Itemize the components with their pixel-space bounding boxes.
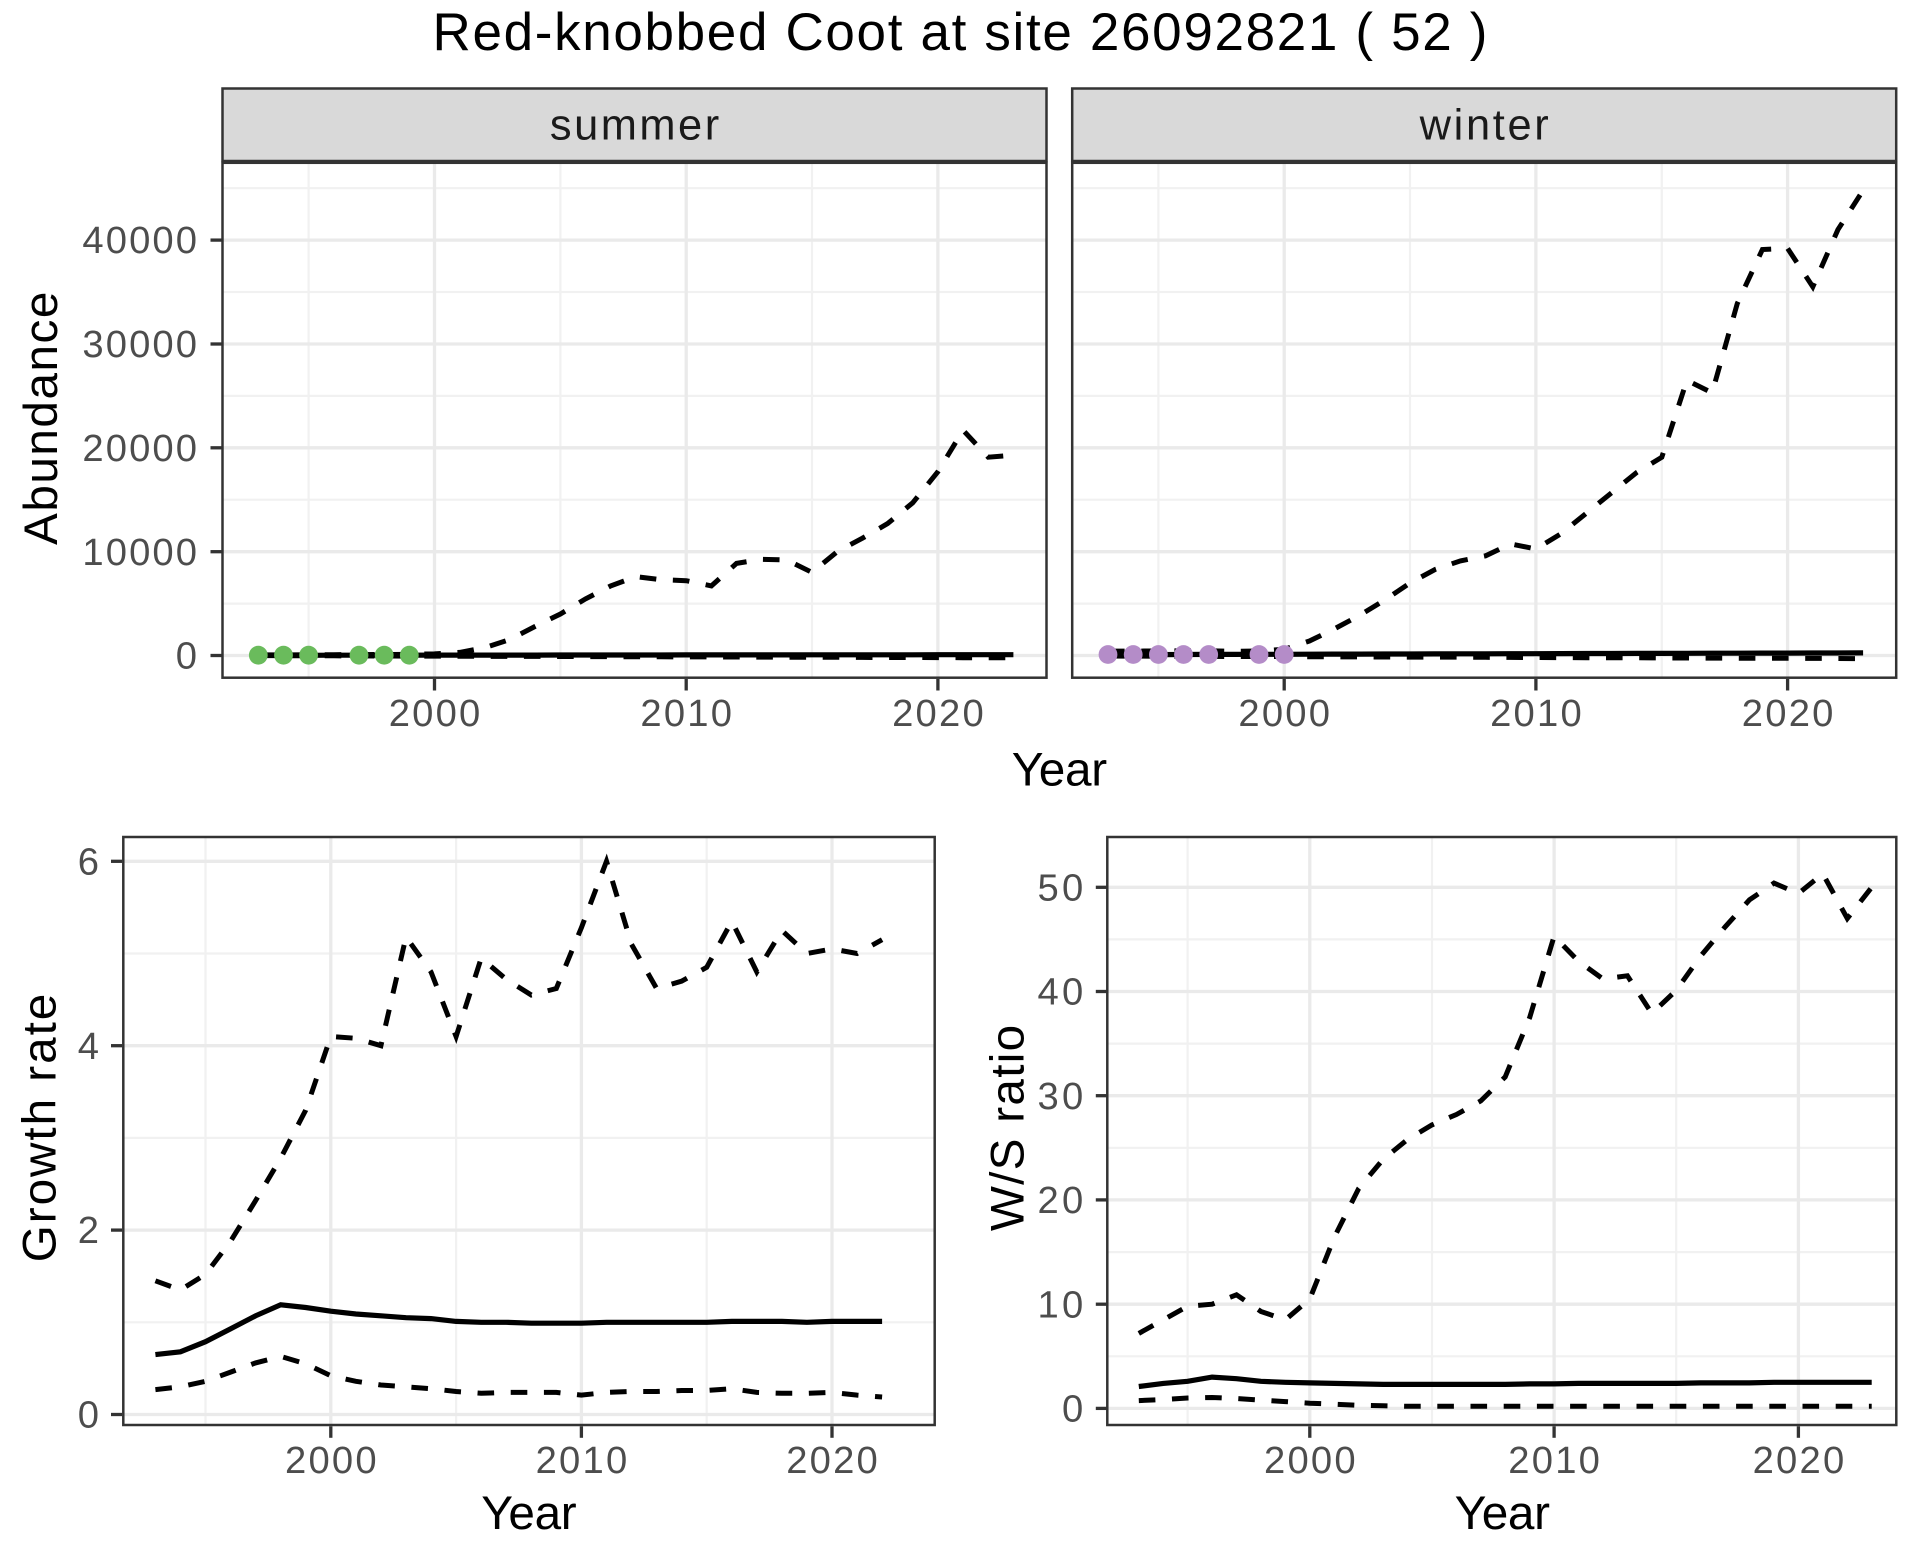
svg-text:Abundance: Abundance	[15, 292, 68, 545]
svg-text:summer: summer	[550, 101, 719, 149]
svg-text:0: 0	[176, 635, 197, 678]
svg-text:6: 6	[78, 840, 99, 883]
svg-text:Year: Year	[1455, 1487, 1551, 1540]
svg-text:40000: 40000	[82, 219, 197, 262]
svg-text:Year: Year	[1012, 743, 1108, 796]
svg-text:20000: 20000	[82, 427, 197, 470]
svg-text:0: 0	[1062, 1388, 1083, 1431]
svg-text:Year: Year	[481, 1487, 577, 1540]
svg-text:Red-knobbed Coot at site 26092: Red-knobbed Coot at site 26092821 ( 52 )	[433, 3, 1488, 62]
svg-text:0: 0	[78, 1394, 99, 1437]
svg-text:10000: 10000	[82, 531, 197, 574]
svg-text:2: 2	[78, 1209, 99, 1252]
svg-text:winter: winter	[1419, 101, 1549, 149]
svg-text:Growth rate: Growth rate	[14, 994, 67, 1263]
svg-text:4: 4	[78, 1025, 99, 1068]
svg-text:30000: 30000	[82, 323, 197, 366]
svg-text:W/S ratio: W/S ratio	[981, 1025, 1034, 1231]
